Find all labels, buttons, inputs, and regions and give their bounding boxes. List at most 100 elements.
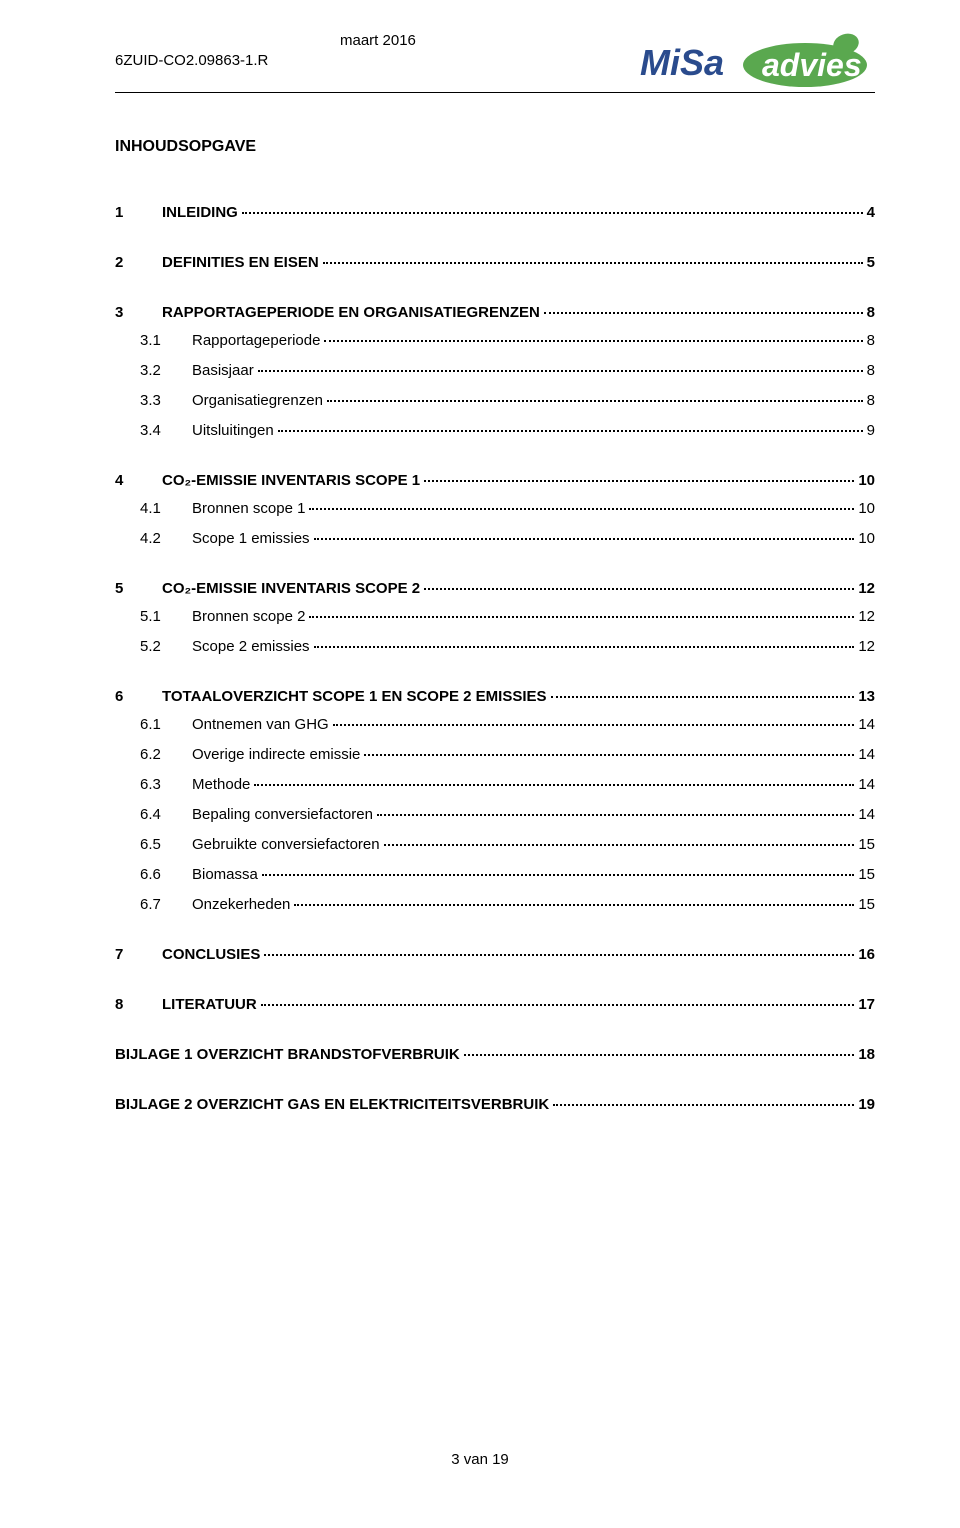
toc-page: 18 <box>858 1043 875 1067</box>
toc-leader-dots <box>262 874 854 876</box>
svg-text:MiSa: MiSa <box>640 42 724 83</box>
toc-leader-dots <box>364 754 854 756</box>
toc-page: 8 <box>867 359 875 383</box>
toc-label: CO₂-EMISSIE INVENTARIS SCOPE 1 <box>162 469 420 493</box>
toc-row: 5.1Bronnen scope 2 12 <box>115 605 875 629</box>
toc-leader-dots <box>424 480 854 482</box>
toc-leader-dots <box>314 538 855 540</box>
toc-label: Rapportageperiode <box>192 329 320 353</box>
toc-row: 2 DEFINITIES EN EISEN 5 <box>115 251 875 275</box>
page-header: 6ZUID-CO2.09863-1.R maart 2016 MiSa advi… <box>115 30 875 90</box>
toc-leader-dots <box>323 262 863 264</box>
toc-label: Bronnen scope 1 <box>192 497 305 521</box>
toc-row: BIJLAGE 2 OVERZICHT GAS EN ELEKTRICITEIT… <box>115 1093 875 1117</box>
toc-page: 10 <box>858 497 875 521</box>
toc-subnum: 6.2 <box>115 743 192 767</box>
toc-label: Overige indirecte emissie <box>192 743 360 767</box>
toc-page: 19 <box>858 1093 875 1117</box>
toc-leader-dots <box>278 430 863 432</box>
toc-label: Scope 2 emissies <box>192 635 310 659</box>
toc-label: RAPPORTAGEPERIODE EN ORGANISATIEGRENZEN <box>162 301 540 325</box>
toc-row: 3.4Uitsluitingen9 <box>115 419 875 443</box>
toc-page: 17 <box>858 993 875 1017</box>
toc-row: 3.3Organisatiegrenzen8 <box>115 389 875 413</box>
toc-leader-dots <box>309 616 854 618</box>
toc-label: Biomassa <box>192 863 258 887</box>
toc-label: Bronnen scope 2 <box>192 605 305 629</box>
toc-subnum: 6.3 <box>115 773 192 797</box>
toc-page: 14 <box>858 713 875 737</box>
toc-leader-dots <box>242 212 863 214</box>
toc-page: 8 <box>867 389 875 413</box>
toc-page: 4 <box>867 201 875 225</box>
toc-leader-dots <box>333 724 855 726</box>
toc-label: Bepaling conversiefactoren <box>192 803 373 827</box>
svg-text:advies: advies <box>762 47 862 83</box>
toc-num: 1 <box>115 201 137 225</box>
toc-page: 10 <box>858 527 875 551</box>
toc-label: Methode <box>192 773 250 797</box>
toc-leader-dots <box>294 904 854 906</box>
toc-label: DEFINITIES EN EISEN <box>162 251 319 275</box>
toc-page: 8 <box>867 301 875 325</box>
toc-row: 5CO₂-EMISSIE INVENTARIS SCOPE 212 <box>115 577 875 601</box>
toc-num: 2 <box>115 251 137 275</box>
toc-subnum: 3.4 <box>115 419 192 443</box>
toc-num: 6 <box>115 685 137 709</box>
toc-row: 6.2Overige indirecte emissie 14 <box>115 743 875 767</box>
toc-leader-dots <box>553 1104 854 1106</box>
toc-leader-dots <box>551 696 855 698</box>
toc-subnum: 6.4 <box>115 803 192 827</box>
toc-page: 12 <box>858 577 875 601</box>
toc-row: 1 INLEIDING 4 <box>115 201 875 225</box>
doc-date: maart 2016 <box>340 32 416 49</box>
toc-subnum: 5.1 <box>115 605 192 629</box>
toc-row: 6TOTAALOVERZICHT SCOPE 1 EN SCOPE 2 EMIS… <box>115 685 875 709</box>
toc-label: Scope 1 emissies <box>192 527 310 551</box>
toc-label: INLEIDING <box>162 201 238 225</box>
toc-leader-dots <box>261 1004 855 1006</box>
toc-row: 6.4Bepaling conversiefactoren 14 <box>115 803 875 827</box>
toc-page: 15 <box>858 893 875 917</box>
toc-row: 6.5Gebruikte conversiefactoren15 <box>115 833 875 857</box>
toc-list: 1 INLEIDING 4 2 DEFINITIES EN EISEN 5 3 RAPPORT… <box>115 201 875 1117</box>
toc-label: Onzekerheden <box>192 893 290 917</box>
toc-leader-dots <box>384 844 855 846</box>
toc-page: 8 <box>867 329 875 353</box>
toc-label: Basisjaar <box>192 359 254 383</box>
header-divider <box>115 92 875 93</box>
toc-row: 6.3Methode 14 <box>115 773 875 797</box>
toc-page: 12 <box>858 605 875 629</box>
toc-page: 14 <box>858 773 875 797</box>
doc-code: 6ZUID-CO2.09863-1.R <box>115 52 268 69</box>
toc-leader-dots <box>544 312 863 314</box>
toc-subnum: 4.1 <box>115 497 192 521</box>
toc-page: 14 <box>858 743 875 767</box>
toc-leader-dots <box>424 588 854 590</box>
toc-label: BIJLAGE 2 OVERZICHT GAS EN ELEKTRICITEIT… <box>115 1093 549 1117</box>
toc-label: LITERATUUR <box>162 993 257 1017</box>
toc-leader-dots <box>309 508 854 510</box>
toc-num: 7 <box>115 943 137 967</box>
toc-num: 4 <box>115 469 137 493</box>
toc-row: 4.2Scope 1 emissies 10 <box>115 527 875 551</box>
toc-label: CO₂-EMISSIE INVENTARIS SCOPE 2 <box>162 577 420 601</box>
toc-row: 5.2Scope 2 emissies12 <box>115 635 875 659</box>
toc-row: BIJLAGE 1 OVERZICHT BRANDSTOFVERBRUIK 18 <box>115 1043 875 1067</box>
toc-page: 9 <box>867 419 875 443</box>
toc-page: 14 <box>858 803 875 827</box>
toc-label: BIJLAGE 1 OVERZICHT BRANDSTOFVERBRUIK <box>115 1043 460 1067</box>
toc-page: 15 <box>858 833 875 857</box>
toc-subnum: 6.7 <box>115 893 192 917</box>
toc-subnum: 4.2 <box>115 527 192 551</box>
toc-num: 3 <box>115 301 137 325</box>
toc-row: 6.1Ontnemen van GHG14 <box>115 713 875 737</box>
toc-subnum: 3.2 <box>115 359 192 383</box>
toc-page: 5 <box>867 251 875 275</box>
toc-leader-dots <box>264 954 854 956</box>
toc-row: 7CONCLUSIES16 <box>115 943 875 967</box>
toc-title: INHOUDSOPGAVE <box>115 138 875 156</box>
toc-row: 8LITERATUUR17 <box>115 993 875 1017</box>
toc-row: 4.1Bronnen scope 1 10 <box>115 497 875 521</box>
toc-leader-dots <box>464 1054 855 1056</box>
